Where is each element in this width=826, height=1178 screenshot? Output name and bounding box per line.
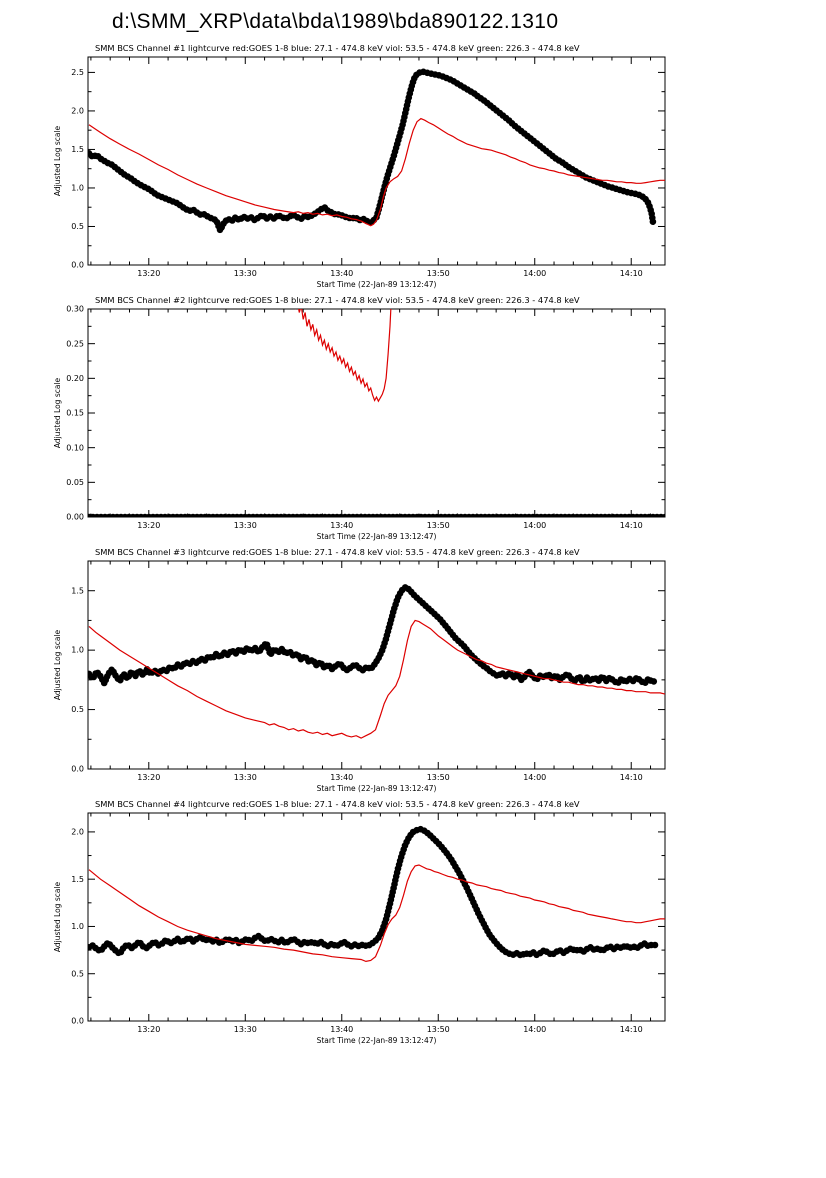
x-axis-label: Start Time (22-Jan-89 13:12:47): [317, 1036, 437, 1045]
x-axis-label: Start Time (22-Jan-89 13:12:47): [317, 532, 437, 541]
x-tick-label: 14:00: [523, 773, 546, 782]
y-tick-label: 2.0: [71, 107, 84, 116]
x-axis-label: Start Time (22-Jan-89 13:12:47): [317, 784, 437, 793]
y-tick-label: 0.25: [66, 339, 84, 348]
y-axis: 0.0 0.5 1.0 1.5 2.0: [71, 828, 665, 1026]
y-tick-label: 0.5: [71, 222, 84, 231]
x-tick-label: 14:10: [620, 269, 643, 278]
x-tick-label: 13:40: [330, 521, 353, 530]
y-tick-label: 0.5: [71, 705, 84, 714]
plot-frame: [87, 560, 666, 770]
y-tick-label: 1.5: [71, 586, 84, 595]
y-tick-label: 0.10: [66, 443, 84, 452]
x-tick-label: 13:50: [427, 773, 450, 782]
x-tick-label: 14:10: [620, 1025, 643, 1034]
page-root: d:\SMM_XRP\data\bda\1989\bda890122.1310 …: [0, 9, 826, 1049]
x-tick-label: 14:00: [523, 521, 546, 530]
y-tick-label: 1.5: [71, 145, 84, 154]
plot-frame: [87, 308, 666, 518]
x-axis: 13:20 13:30 13:40 13:50 14:00 14:10: [90, 57, 652, 278]
x-tick-label: 13:40: [330, 269, 353, 278]
x-tick-label: 14:00: [523, 269, 546, 278]
x-tick-label: 13:20: [137, 1025, 160, 1034]
page-title: d:\SMM_XRP\data\bda\1989\bda890122.1310: [112, 10, 559, 33]
y-tick-label: 0.05: [66, 478, 84, 487]
series-goes-red-line: [88, 864, 665, 963]
y-tick-label: 0.0: [71, 765, 84, 774]
x-tick-label: 13:20: [137, 269, 160, 278]
x-axis: 13:20 13:30 13:40 13:50 14:00 14:10: [90, 309, 652, 530]
y-axis-label: Adjusted Log scale: [53, 881, 62, 952]
chart-title: SMM BCS Channel #1 lightcurve red:GOES 1…: [95, 43, 580, 53]
x-tick-label: 13:50: [427, 269, 450, 278]
plot-frame: [87, 812, 666, 1022]
series-bcs-black-dots: [88, 584, 658, 687]
series-goes-red-line: [294, 309, 392, 403]
y-tick-label: 0.15: [66, 409, 84, 418]
y-tick-label: 0.00: [66, 513, 84, 522]
x-axis: 13:20 13:30 13:40 13:50 14:00 14:10: [90, 561, 652, 782]
x-tick-label: 14:10: [620, 773, 643, 782]
y-tick-label: 0.20: [66, 374, 84, 383]
chart-channel-1: SMM BCS Channel #1 lightcurve red:GOES 1…: [53, 43, 666, 289]
series-bcs-black-dots: [88, 68, 657, 234]
x-tick-label: 13:50: [427, 521, 450, 530]
y-axis-label: Adjusted Log scale: [53, 125, 62, 196]
x-tick-label: 13:30: [234, 773, 257, 782]
series-bcs-black-dots: [88, 513, 665, 517]
y-tick-label: 0.30: [66, 305, 84, 314]
x-tick-label: 13:20: [137, 773, 160, 782]
x-tick-label: 13:30: [234, 521, 257, 530]
x-axis: 13:20 13:30 13:40 13:50 14:00 14:10: [90, 813, 652, 1034]
chart-title: SMM BCS Channel #4 lightcurve red:GOES 1…: [95, 799, 580, 809]
chart-channel-4: SMM BCS Channel #4 lightcurve red:GOES 1…: [53, 799, 666, 1045]
x-tick-label: 14:10: [620, 521, 643, 530]
y-axis: 0.0 0.5 1.0 1.5: [71, 586, 665, 774]
series-goes-red-line: [88, 117, 665, 227]
x-tick-label: 14:00: [523, 1025, 546, 1034]
y-tick-label: 2.0: [71, 828, 84, 837]
y-axis-label: Adjusted Log scale: [53, 377, 62, 448]
x-tick-label: 13:40: [330, 773, 353, 782]
y-axis: 0.0 0.5 1.0 1.5 2.0 2.5: [71, 68, 665, 270]
y-tick-label: 2.5: [71, 68, 84, 77]
x-axis-label: Start Time (22-Jan-89 13:12:47): [317, 280, 437, 289]
y-tick-label: 1.0: [71, 646, 84, 655]
plot-frame: [87, 56, 666, 266]
chart-title: SMM BCS Channel #2 lightcurve red:GOES 1…: [95, 295, 580, 305]
x-tick-label: 13:40: [330, 1025, 353, 1034]
chart-channel-2: SMM BCS Channel #2 lightcurve red:GOES 1…: [53, 295, 666, 541]
y-tick-label: 1.0: [71, 184, 84, 193]
x-tick-label: 13:30: [234, 269, 257, 278]
y-tick-label: 1.0: [71, 922, 84, 931]
y-axis: 0.00 0.05 0.10 0.15 0.20 0.25 0.30: [66, 305, 665, 522]
chart-channel-3: SMM BCS Channel #3 lightcurve red:GOES 1…: [53, 547, 666, 793]
series-goes-red-line: [88, 619, 665, 739]
y-tick-label: 0.5: [71, 969, 84, 978]
x-tick-label: 13:30: [234, 1025, 257, 1034]
y-axis-label: Adjusted Log scale: [53, 629, 62, 700]
charts-column: SMM BCS Channel #1 lightcurve red:GOES 1…: [0, 41, 826, 1049]
y-tick-label: 1.5: [71, 875, 84, 884]
x-tick-label: 13:50: [427, 1025, 450, 1034]
y-tick-label: 0.0: [71, 1017, 84, 1026]
chart-title: SMM BCS Channel #3 lightcurve red:GOES 1…: [95, 547, 580, 557]
y-tick-label: 0.0: [71, 261, 84, 270]
x-tick-label: 13:20: [137, 521, 160, 530]
series-bcs-black-dots: [88, 825, 659, 959]
